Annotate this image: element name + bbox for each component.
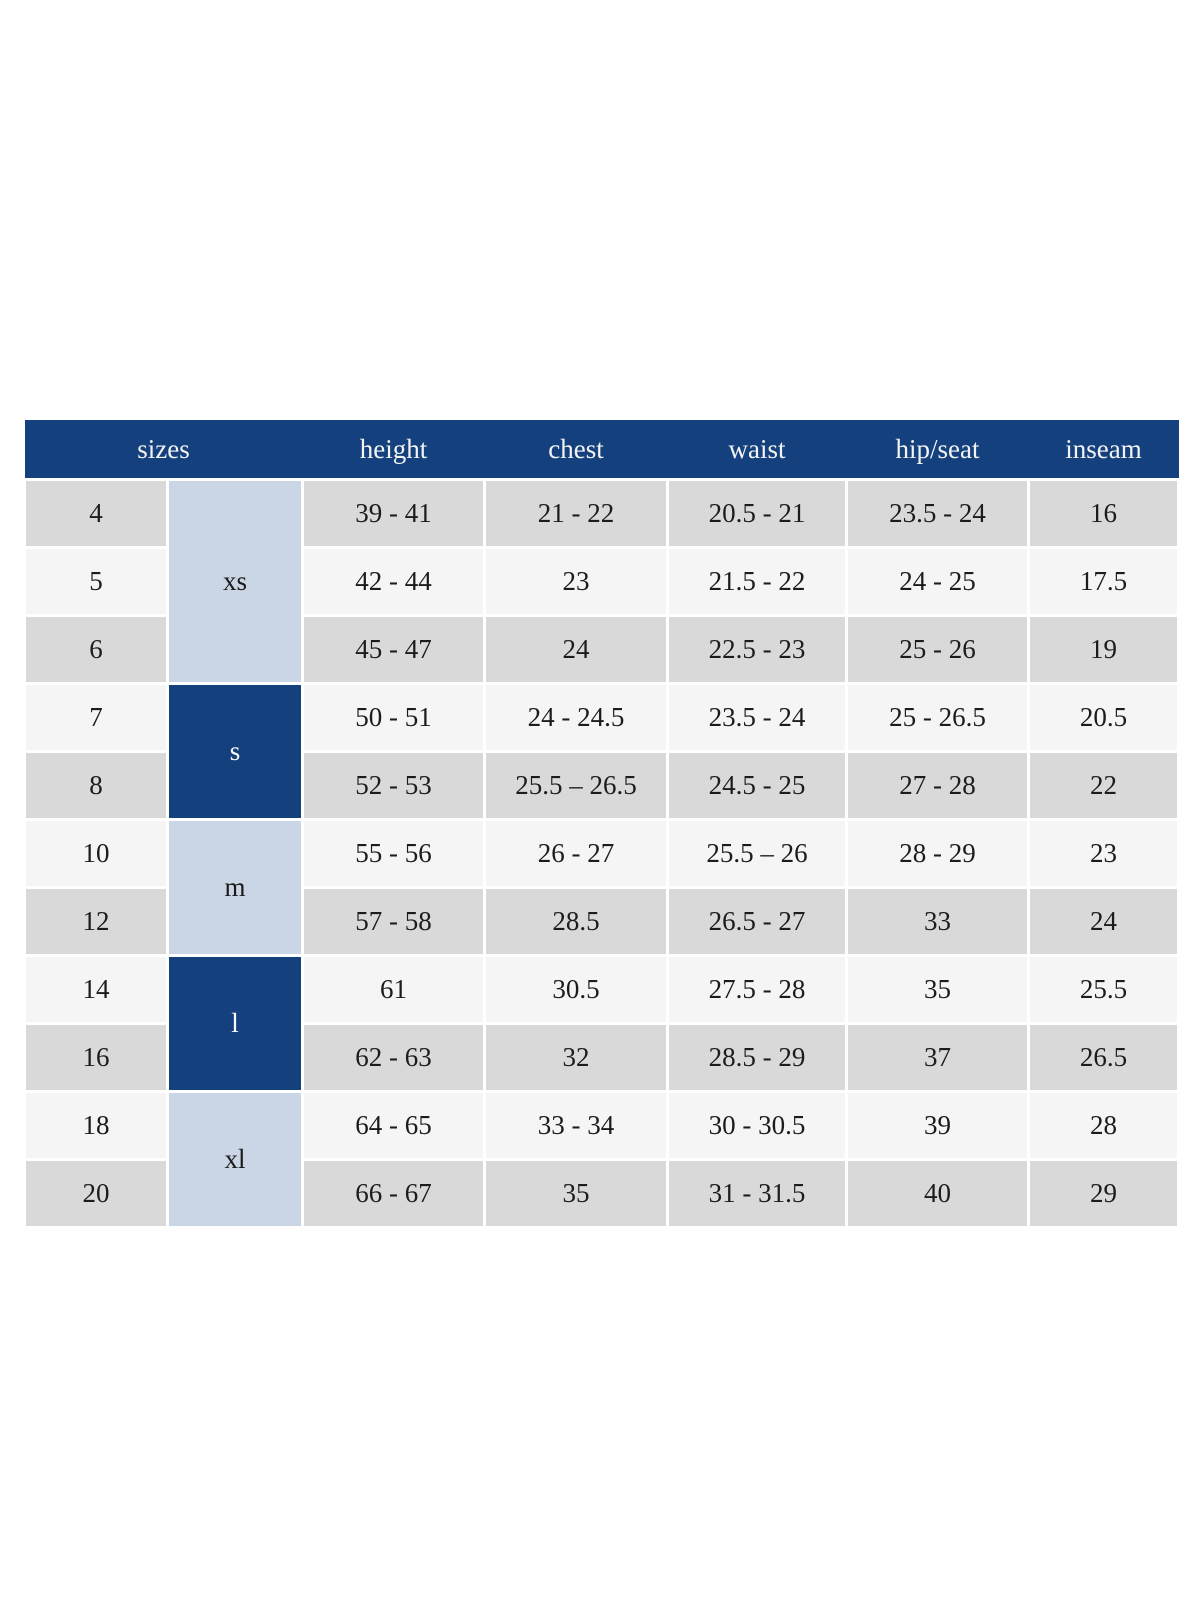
table-row-size-20: 20 66 - 67 35 31 - 31.5 40 29: [23, 1158, 1181, 1229]
waist-cell: 27.5 - 28: [666, 954, 849, 1025]
table-row-size-16: 16 62 - 63 32 28.5 - 29 37 26.5: [23, 1022, 1181, 1093]
size-cell: 14: [23, 954, 169, 1025]
inseam-cell: 20.5: [1027, 682, 1181, 753]
table-row-size-18: 18 xl 64 - 65 33 - 34 30 - 30.5 39 28: [23, 1090, 1181, 1229]
height-cell: 50 - 51: [301, 682, 487, 753]
col-header-height: height: [302, 417, 485, 481]
size-group-l: l: [165, 954, 305, 1093]
hip-seat-cell: 23.5 - 24: [845, 478, 1031, 549]
height-cell: 57 - 58: [301, 886, 487, 957]
waist-cell: 20.5 - 21: [666, 478, 849, 549]
height-cell: 42 - 44: [301, 546, 487, 617]
table-row-size-7: 7 s 50 - 51 24 - 24.5 23.5 - 24 25 - 26.…: [23, 682, 1181, 821]
waist-cell: 21.5 - 22: [666, 546, 849, 617]
col-header-sizes: sizes: [24, 417, 303, 481]
table-row-size-8: 8 52 - 53 25.5 – 26.5 24.5 - 25 27 - 28 …: [23, 750, 1181, 821]
size-group-m: m: [165, 818, 305, 957]
size-cell: 12: [23, 886, 169, 957]
size-chart-container: sizes height chest waist hip/seat inseam…: [23, 417, 1181, 1229]
hip-seat-cell: 24 - 25: [845, 546, 1031, 617]
inseam-cell: 29: [1027, 1158, 1181, 1229]
size-group-s: s: [165, 682, 305, 821]
waist-cell: 22.5 - 23: [666, 614, 849, 685]
waist-cell: 30 - 30.5: [666, 1090, 849, 1161]
inseam-cell: 17.5: [1027, 546, 1181, 617]
col-header-inseam: inseam: [1028, 417, 1179, 481]
size-cell: 4: [23, 478, 169, 549]
table-row-size-10: 10 m 55 - 56 26 - 27 25.5 – 26 28 - 29 2…: [23, 818, 1181, 957]
hip-seat-cell: 28 - 29: [845, 818, 1031, 889]
chest-cell: 24 - 24.5: [483, 682, 670, 753]
inseam-cell: 24: [1027, 886, 1181, 957]
inseam-cell: 28: [1027, 1090, 1181, 1161]
col-header-hip-seat: hip/seat: [846, 417, 1029, 481]
chest-cell: 30.5: [483, 954, 670, 1025]
height-cell: 66 - 67: [301, 1158, 487, 1229]
size-group-xs: xs: [165, 478, 305, 685]
col-header-chest: chest: [484, 417, 668, 481]
hip-seat-cell: 39: [845, 1090, 1031, 1161]
inseam-cell: 26.5: [1027, 1022, 1181, 1093]
chest-cell: 32: [483, 1022, 670, 1093]
height-cell: 45 - 47: [301, 614, 487, 685]
inseam-cell: 22: [1027, 750, 1181, 821]
height-cell: 62 - 63: [301, 1022, 487, 1093]
size-cell: 16: [23, 1022, 169, 1093]
hip-seat-cell: 25 - 26.5: [845, 682, 1031, 753]
waist-cell: 24.5 - 25: [666, 750, 849, 821]
chest-cell: 23: [483, 546, 670, 617]
chest-cell: 21 - 22: [483, 478, 670, 549]
table-row-size-6: 6 45 - 47 24 22.5 - 23 25 - 26 19: [23, 614, 1181, 685]
table-row-size-12: 12 57 - 58 28.5 26.5 - 27 33 24: [23, 886, 1181, 957]
size-cell: 18: [23, 1090, 169, 1161]
chest-cell: 28.5: [483, 886, 670, 957]
waist-cell: 23.5 - 24: [666, 682, 849, 753]
height-cell: 52 - 53: [301, 750, 487, 821]
hip-seat-cell: 27 - 28: [845, 750, 1031, 821]
hip-seat-cell: 25 - 26: [845, 614, 1031, 685]
chest-cell: 25.5 – 26.5: [483, 750, 670, 821]
col-header-waist: waist: [667, 417, 847, 481]
size-cell: 5: [23, 546, 169, 617]
chest-cell: 24: [483, 614, 670, 685]
size-chart-table: sizes height chest waist hip/seat inseam…: [23, 417, 1181, 1229]
size-cell: 20: [23, 1158, 169, 1229]
hip-seat-cell: 37: [845, 1022, 1031, 1093]
size-cell: 10: [23, 818, 169, 889]
size-cell: 8: [23, 750, 169, 821]
inseam-cell: 25.5: [1027, 954, 1181, 1025]
waist-cell: 26.5 - 27: [666, 886, 849, 957]
size-group-xl: xl: [165, 1090, 305, 1229]
waist-cell: 31 - 31.5: [666, 1158, 849, 1229]
table-row-size-5: 5 42 - 44 23 21.5 - 22 24 - 25 17.5: [23, 546, 1181, 617]
hip-seat-cell: 33: [845, 886, 1031, 957]
size-cell: 7: [23, 682, 169, 753]
inseam-cell: 19: [1027, 614, 1181, 685]
height-cell: 61: [301, 954, 487, 1025]
header-row: sizes height chest waist hip/seat inseam: [24, 417, 1179, 481]
hip-seat-cell: 40: [845, 1158, 1031, 1229]
inseam-cell: 16: [1027, 478, 1181, 549]
waist-cell: 28.5 - 29: [666, 1022, 849, 1093]
hip-seat-cell: 35: [845, 954, 1031, 1025]
inseam-cell: 23: [1027, 818, 1181, 889]
table-row-size-4: 4 xs 39 - 41 21 - 22 20.5 - 21 23.5 - 24…: [23, 478, 1181, 685]
chest-cell: 26 - 27: [483, 818, 670, 889]
chest-cell: 33 - 34: [483, 1090, 670, 1161]
waist-cell: 25.5 – 26: [666, 818, 849, 889]
height-cell: 55 - 56: [301, 818, 487, 889]
size-cell: 6: [23, 614, 169, 685]
table-row-size-14: 14 l 61 30.5 27.5 - 28 35 25.5: [23, 954, 1181, 1093]
height-cell: 39 - 41: [301, 478, 487, 549]
chest-cell: 35: [483, 1158, 670, 1229]
height-cell: 64 - 65: [301, 1090, 487, 1161]
